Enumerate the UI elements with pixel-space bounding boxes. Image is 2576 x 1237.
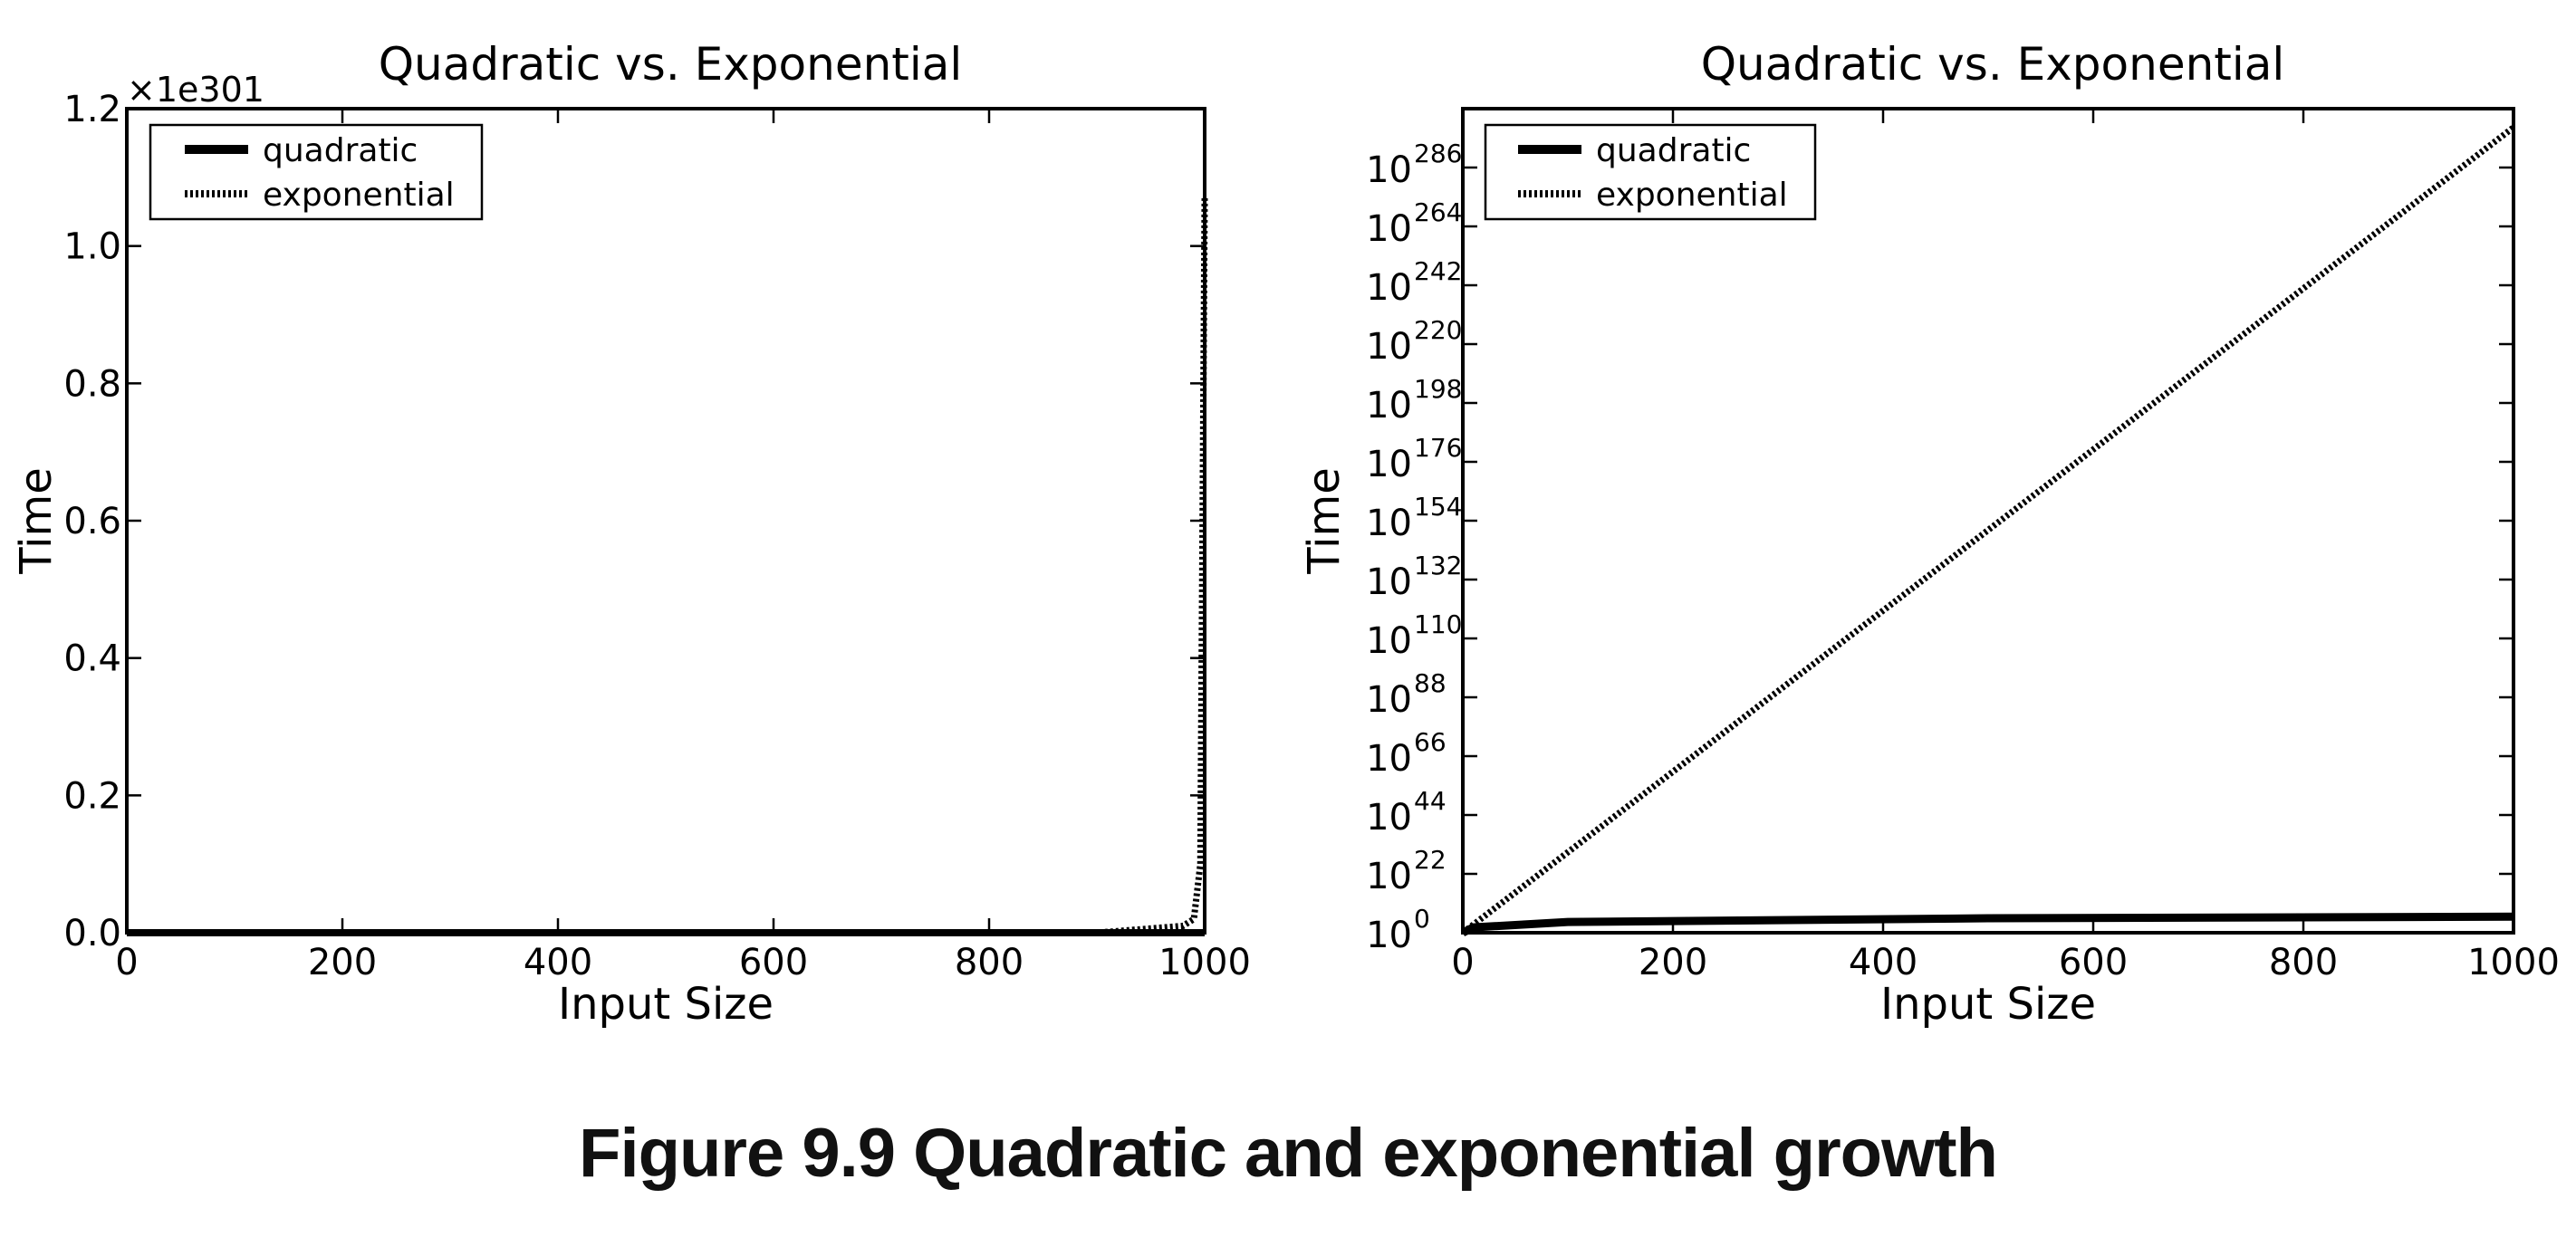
log-chart-frame (1461, 107, 2515, 935)
log-legend-exponential-label: exponential (1596, 177, 1788, 214)
log-ytick-exponent: 132 (1414, 551, 1462, 580)
log-ytick-exponent: 154 (1414, 492, 1462, 522)
linear-chart: Quadratic vs. Exponential ×1e301 0 200 400… (11, 38, 1251, 1030)
log-legend-box (1484, 123, 1817, 221)
linear-xtick-label: 800 (955, 942, 1024, 983)
linear-chart-legend: quadratic exponential (149, 123, 484, 221)
log-xtick-label: 400 (1849, 942, 1918, 983)
linear-ytick-label: 0.2 (63, 775, 121, 817)
linear-xtick-label: 1000 (1158, 942, 1251, 983)
linear-chart-frame (125, 107, 1206, 935)
log-ytick-label: 10 (1366, 915, 1412, 956)
linear-ytick-label: 1.2 (63, 89, 121, 130)
linear-xtick-label: 400 (524, 942, 592, 983)
log-ytick-label: 10 (1366, 620, 1412, 662)
linear-xtick-label: 0 (115, 942, 138, 983)
log-xtick-label: 200 (1639, 942, 1707, 983)
log-ytick-label: 10 (1366, 208, 1412, 250)
log-legend-quadratic-label: quadratic (1596, 132, 1751, 169)
linear-series-exponential (127, 197, 1208, 936)
linear-ytick-label: 1.0 (63, 226, 121, 268)
log-xtick-label: 0 (1451, 942, 1474, 983)
linear-legend-box (149, 123, 484, 221)
log-ytick-label: 10 (1366, 738, 1412, 780)
linear-ytick-label: 0.8 (63, 363, 121, 405)
linear-legend-quadratic-label: quadratic (263, 132, 418, 169)
linear-xtick-label: 200 (308, 942, 377, 983)
log-ytick-exponent: 220 (1414, 315, 1462, 345)
log-ytick-label: 10 (1366, 797, 1412, 839)
log-ytick-label: 10 (1366, 503, 1412, 544)
log-chart-ylabel: Time (1299, 467, 1350, 574)
linear-chart-ylabel: Time (11, 467, 62, 574)
log-ytick-label: 10 (1366, 856, 1412, 897)
log-ytick-label: 10 (1366, 561, 1412, 603)
linear-chart-multiplier: ×1e301 (127, 70, 264, 110)
log-ytick-label: 10 (1366, 326, 1412, 368)
log-xtick-label: 1000 (2467, 942, 2560, 983)
log-ytick-exponent: 44 (1414, 786, 1447, 816)
linear-chart-xlabel: Input Size (558, 979, 774, 1030)
log-chart-xlabel: Input Size (1880, 979, 2096, 1030)
linear-ytick-label: 0.0 (63, 913, 121, 954)
log-ytick-exponent: 22 (1414, 845, 1447, 875)
log-ytick-exponent: 88 (1414, 668, 1447, 698)
log-series-exponential (1460, 124, 2516, 935)
log-chart-title: Quadratic vs. Exponential (1701, 38, 2285, 91)
linear-xtick-label: 600 (739, 942, 808, 983)
linear-ytick-label: 0.4 (63, 638, 121, 680)
log-ytick-label: 10 (1366, 385, 1412, 427)
log-ytick-exponent: 242 (1414, 256, 1462, 286)
log-xtick-label: 800 (2269, 942, 2338, 983)
log-chart: Quadratic vs. Exponential 0 200 400 600 800 1… (1299, 38, 2560, 1030)
linear-chart-title: Quadratic vs. Exponential (379, 38, 963, 91)
log-ytick-label: 10 (1366, 444, 1412, 485)
log-ytick-exponent: 264 (1414, 197, 1462, 227)
log-ytick-label: 10 (1366, 149, 1412, 191)
linear-ytick-label: 0.6 (63, 501, 121, 542)
linear-legend-exponential-label: exponential (263, 177, 455, 214)
log-ytick-exponent: 286 (1414, 139, 1462, 168)
log-ytick-exponent: 66 (1414, 727, 1447, 757)
figure-caption: Figure 9.9 Quadratic and exponential gro… (579, 1115, 1998, 1192)
log-ytick-exponent: 0 (1414, 904, 1430, 934)
log-ytick-label: 10 (1366, 267, 1412, 309)
log-ytick-exponent: 110 (1414, 609, 1462, 639)
log-ytick-exponent: 198 (1414, 374, 1462, 404)
log-xtick-label: 600 (2059, 942, 2128, 983)
log-ytick-exponent: 176 (1414, 433, 1462, 463)
log-chart-legend: quadratic exponential (1484, 123, 1817, 221)
log-ytick-label: 10 (1366, 679, 1412, 721)
